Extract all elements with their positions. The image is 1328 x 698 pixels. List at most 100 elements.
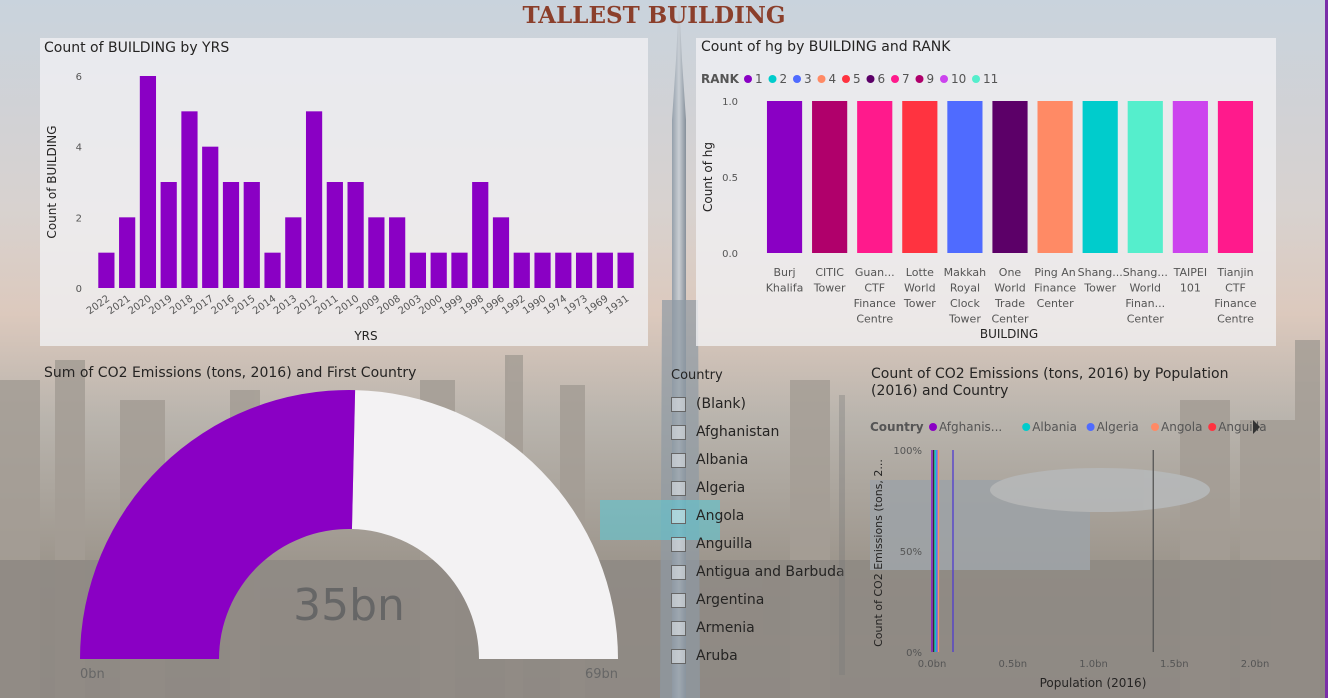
x-tick-label: Trade xyxy=(994,297,1025,310)
checkbox[interactable] xyxy=(671,396,686,412)
checkbox[interactable] xyxy=(671,564,686,580)
x-tick-label: World xyxy=(994,282,1026,295)
y-tick-label: 0.0 xyxy=(722,249,738,260)
checkbox[interactable] xyxy=(671,648,686,664)
bar xyxy=(305,111,323,288)
chart-title: Count of BUILDING by YRS xyxy=(44,40,230,56)
x-tick-label: Center xyxy=(991,313,1029,326)
slicer-item[interactable]: Anguilla xyxy=(671,534,752,554)
legend-label: 7 xyxy=(902,72,910,86)
y-axis-title: Count of hg xyxy=(701,142,715,212)
slicer-item[interactable]: Albania xyxy=(671,450,748,470)
bar xyxy=(902,101,938,253)
slicer-item[interactable]: (Blank) xyxy=(671,394,746,414)
legend-label: Albania xyxy=(1032,420,1077,434)
slicer-item-label: Albania xyxy=(696,452,749,468)
checkbox[interactable] xyxy=(671,452,686,468)
slicer-item-label: Aruba xyxy=(696,648,738,664)
slicer-item[interactable]: Afghanistan xyxy=(671,422,779,442)
bar xyxy=(857,101,893,253)
x-tick-label: Shang... xyxy=(1078,266,1123,279)
x-tick-label: Tower xyxy=(813,282,846,295)
bar-chart-hg-by-building: RANK 1 2 3 4 5 6 7 9 10 11 0.0 0.5 1.0 Burj Khalifa CITI… xyxy=(701,72,1257,341)
checkbox[interactable] xyxy=(671,536,686,552)
bar xyxy=(1172,101,1208,253)
line-chart-co2-by-population: Country Afghanis... Albania Algeria Angola An… xyxy=(870,420,1270,690)
checkbox[interactable] xyxy=(671,480,686,496)
slicer-item[interactable]: Algeria xyxy=(671,478,745,498)
legend-label: 1 xyxy=(755,72,763,86)
slicer-item-label: Anguilla xyxy=(696,536,753,552)
checkbox[interactable] xyxy=(671,424,686,440)
x-tick-label: 1.5bn xyxy=(1160,659,1189,670)
x-tick-label: Finance xyxy=(854,297,896,310)
checkbox[interactable] xyxy=(671,620,686,636)
slicer-item-label: Angola xyxy=(696,508,745,524)
bar-chart-building-by-yrs: 0246202220212020201920182017201620152014… xyxy=(45,72,634,343)
right-border xyxy=(1325,0,1328,698)
x-tick-label: Finan... xyxy=(1125,297,1165,310)
slicer-item[interactable]: Antigua and Barbuda xyxy=(671,562,845,582)
slicer-item[interactable]: Armenia xyxy=(671,618,755,638)
gauge-min-label: 0bn xyxy=(80,667,105,682)
bar xyxy=(222,182,240,288)
chart-title: Count of hg by BUILDING and RANK xyxy=(701,39,951,55)
bar xyxy=(513,252,530,288)
bar xyxy=(326,182,343,288)
y-tick-label: 0.5 xyxy=(722,173,738,184)
x-tick-label: 2.0bn xyxy=(1241,659,1270,670)
slicer-item[interactable]: Aruba xyxy=(671,646,738,666)
y-tick-label: 100% xyxy=(893,446,922,457)
legend-label: Algeria xyxy=(1097,420,1139,434)
legend-marker xyxy=(1086,423,1095,431)
x-tick-label: CITIC xyxy=(815,266,844,279)
y-tick-label: 4 xyxy=(76,143,82,154)
bar xyxy=(264,252,281,288)
legend-marker xyxy=(1208,423,1217,431)
x-tick-label: Burj xyxy=(773,266,795,279)
y-tick-label: 0% xyxy=(906,648,922,659)
slicer-scrollbar[interactable] xyxy=(839,395,845,675)
gauge-value-label: 35bn xyxy=(293,580,405,631)
x-tick-label: Tower xyxy=(948,313,981,326)
bar xyxy=(139,76,157,288)
bar xyxy=(492,217,510,288)
x-axis-title: YRS xyxy=(353,329,377,343)
legend-marker xyxy=(940,75,948,83)
x-tick-label: World xyxy=(904,282,936,295)
gauge-max-label: 69bn xyxy=(585,667,618,682)
legend-label: 6 xyxy=(878,72,886,86)
gauge-track xyxy=(351,390,618,659)
x-tick-label: Finance xyxy=(1034,282,1076,295)
bar xyxy=(472,182,489,288)
legend-label: 9 xyxy=(927,72,935,86)
bar xyxy=(409,252,427,288)
x-tick-label: 0.0bn xyxy=(918,659,947,670)
y-tick-label: 1.0 xyxy=(722,97,738,108)
gauge-fill xyxy=(80,389,356,659)
legend-marker xyxy=(744,75,752,83)
slicer-item-label: Armenia xyxy=(696,620,755,636)
x-tick-label: CTF xyxy=(1225,282,1246,295)
slicer-item[interactable]: Argentina xyxy=(671,590,764,610)
x-tick-label: Tower xyxy=(903,297,936,310)
x-axis-title: BUILDING xyxy=(980,327,1038,341)
legend-label: 10 xyxy=(951,72,966,86)
legend-next-arrow xyxy=(1253,420,1260,434)
bar xyxy=(451,252,468,288)
x-tick-label: 1.0bn xyxy=(1079,659,1108,670)
checkbox[interactable] xyxy=(671,508,686,524)
bar xyxy=(181,111,198,288)
y-axis-title: Count of BUILDING xyxy=(45,125,59,238)
legend-marker xyxy=(768,75,777,83)
bar xyxy=(389,217,406,288)
chart-title-line-1: Count of CO2 Emissions (tons, 2016) by P… xyxy=(871,366,1229,382)
slicer-item[interactable]: Angola xyxy=(671,506,744,526)
x-tick-label: 101 xyxy=(1180,282,1201,295)
bar xyxy=(119,217,136,288)
checkbox[interactable] xyxy=(671,592,686,608)
x-tick-label: Center xyxy=(1127,313,1165,326)
x-tick-label: Shang... xyxy=(1123,266,1168,279)
x-tick-label: Centre xyxy=(856,313,893,326)
x-tick-label: CTF xyxy=(864,282,885,295)
